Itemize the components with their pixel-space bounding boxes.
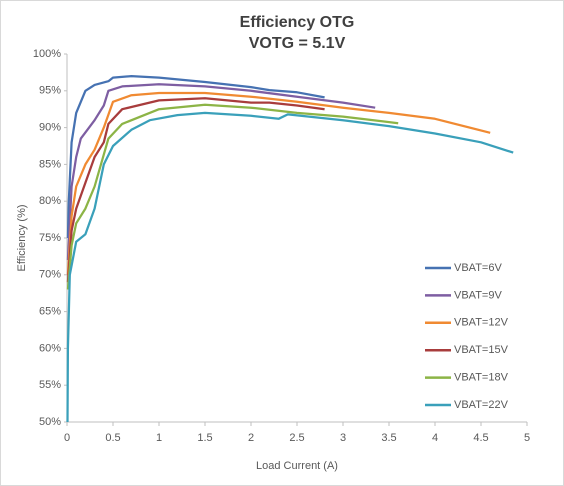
y-tick-label: 55% bbox=[39, 379, 61, 391]
x-tick-label: 0.5 bbox=[105, 432, 120, 444]
x-tick-label: 4 bbox=[432, 432, 438, 444]
chart-subtitle: VOTG = 5.1V bbox=[249, 35, 346, 52]
chart-title: Efficiency OTG bbox=[240, 14, 355, 31]
x-tick-label: 3.5 bbox=[381, 432, 396, 444]
legend-label: VBAT=12V bbox=[454, 317, 509, 329]
legend-label: VBAT=6V bbox=[454, 262, 502, 274]
legend-label: VBAT=22V bbox=[454, 399, 509, 411]
y-tick-label: 60% bbox=[39, 342, 61, 354]
series-line bbox=[66, 103, 399, 290]
series-line bbox=[66, 74, 325, 239]
legend-label: VBAT=15V bbox=[454, 344, 509, 356]
x-tick-label: 5 bbox=[524, 432, 530, 444]
x-tick-label: 1 bbox=[156, 432, 162, 444]
x-tick-label: 0 bbox=[64, 432, 70, 444]
x-axis-label: Load Current (A) bbox=[256, 460, 338, 472]
series-line bbox=[66, 91, 491, 275]
x-tick-label: 2 bbox=[248, 432, 254, 444]
series-line bbox=[66, 97, 325, 283]
legend-label: VBAT=18V bbox=[454, 372, 509, 384]
x-tick-label: 1.5 bbox=[197, 432, 212, 444]
y-tick-label: 70% bbox=[39, 269, 61, 281]
y-tick-label: 95% bbox=[39, 85, 61, 97]
x-tick-label: 2.5 bbox=[289, 432, 304, 444]
series-line bbox=[66, 111, 514, 423]
x-tick-label: 4.5 bbox=[473, 432, 488, 444]
y-tick-label: 90% bbox=[39, 122, 61, 134]
x-tick-label: 3 bbox=[340, 432, 346, 444]
y-tick-label: 80% bbox=[39, 195, 61, 207]
series-line bbox=[66, 83, 376, 261]
y-tick-label: 85% bbox=[39, 158, 61, 170]
legend-label: VBAT=9V bbox=[454, 289, 502, 301]
y-tick-label: 75% bbox=[39, 232, 61, 244]
y-tick-label: 65% bbox=[39, 306, 61, 318]
y-axis-label: Efficiency (%) bbox=[16, 204, 28, 271]
y-tick-label: 100% bbox=[33, 48, 61, 60]
y-tick-label: 50% bbox=[39, 416, 61, 428]
